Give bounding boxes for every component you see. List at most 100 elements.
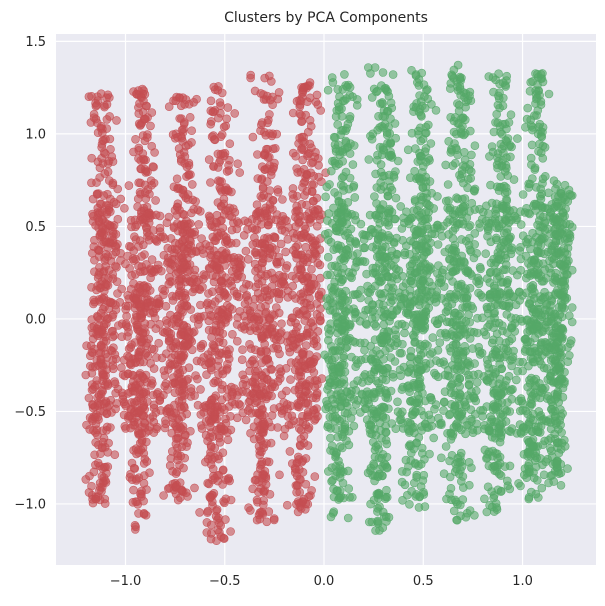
data-point xyxy=(91,494,101,504)
data-point xyxy=(466,167,476,176)
data-point xyxy=(147,180,156,190)
data-point xyxy=(141,194,151,203)
data-point xyxy=(159,491,168,500)
data-point xyxy=(231,238,241,248)
data-point xyxy=(480,494,489,504)
data-point xyxy=(171,292,181,301)
data-point xyxy=(101,149,110,158)
data-point xyxy=(268,92,277,102)
data-point xyxy=(470,409,480,419)
data-point xyxy=(556,480,566,490)
data-point xyxy=(315,245,325,254)
data-point xyxy=(99,294,108,304)
data-point xyxy=(204,479,214,489)
data-point xyxy=(526,387,536,397)
data-point xyxy=(126,423,135,433)
data-point xyxy=(139,508,149,518)
data-point xyxy=(526,153,536,163)
data-point xyxy=(323,252,333,262)
data-point xyxy=(360,338,370,348)
data-point xyxy=(326,433,335,443)
data-point xyxy=(549,477,559,486)
data-point xyxy=(296,434,306,444)
data-point xyxy=(294,334,303,343)
data-point xyxy=(268,196,278,205)
data-point xyxy=(327,405,337,414)
data-point xyxy=(225,155,234,165)
data-point xyxy=(241,415,251,425)
data-point xyxy=(297,117,307,126)
data-point xyxy=(416,482,426,491)
data-point xyxy=(273,423,282,432)
data-point xyxy=(92,285,101,295)
data-point xyxy=(256,89,266,98)
data-point xyxy=(507,394,517,404)
data-point xyxy=(269,379,278,389)
data-point xyxy=(529,255,539,264)
data-point xyxy=(99,329,108,339)
data-point xyxy=(184,219,193,229)
data-point xyxy=(105,400,114,410)
data-point xyxy=(499,343,508,353)
data-point xyxy=(129,463,139,473)
data-point xyxy=(124,414,133,423)
data-point xyxy=(141,101,151,111)
data-point xyxy=(286,375,295,384)
data-point xyxy=(375,142,385,152)
data-point xyxy=(164,102,174,111)
data-point xyxy=(539,363,549,373)
data-point xyxy=(146,121,155,131)
data-point xyxy=(300,298,309,308)
data-point xyxy=(420,339,430,349)
data-point xyxy=(122,311,131,321)
data-point xyxy=(358,378,367,387)
data-point xyxy=(295,474,304,484)
data-point xyxy=(314,291,324,301)
data-point xyxy=(398,339,407,349)
data-point xyxy=(246,73,255,83)
data-point xyxy=(157,266,166,276)
data-point xyxy=(367,134,377,144)
data-point xyxy=(230,257,239,267)
data-point xyxy=(264,220,273,230)
data-point xyxy=(134,146,144,155)
data-point xyxy=(315,273,325,283)
data-point xyxy=(330,261,340,271)
data-point xyxy=(107,408,116,417)
data-point xyxy=(302,412,312,422)
data-point xyxy=(428,333,438,342)
data-point xyxy=(215,286,225,296)
data-point xyxy=(518,190,528,199)
data-point xyxy=(192,94,201,104)
data-point xyxy=(452,193,461,202)
data-point xyxy=(559,244,569,253)
data-point xyxy=(509,175,519,184)
data-point xyxy=(391,167,400,176)
data-point xyxy=(260,128,269,137)
data-point xyxy=(97,443,107,452)
data-point xyxy=(375,526,384,535)
data-point xyxy=(175,478,185,488)
data-point xyxy=(401,241,411,251)
data-point xyxy=(400,328,409,338)
data-point xyxy=(350,307,360,317)
data-point xyxy=(221,233,231,242)
data-point xyxy=(233,217,242,226)
data-point xyxy=(242,380,251,390)
data-point xyxy=(89,211,98,221)
data-point xyxy=(424,277,434,287)
data-point xyxy=(254,441,264,451)
data-point xyxy=(343,119,353,129)
data-point xyxy=(296,96,306,106)
data-point xyxy=(499,181,509,191)
data-point xyxy=(351,355,361,365)
data-point xyxy=(281,247,290,257)
data-point xyxy=(540,143,550,152)
data-point xyxy=(467,150,476,160)
data-point xyxy=(265,110,274,119)
data-point xyxy=(345,90,355,100)
data-point xyxy=(500,462,510,471)
data-point xyxy=(106,207,115,216)
data-point xyxy=(421,128,431,138)
data-point xyxy=(386,139,396,148)
